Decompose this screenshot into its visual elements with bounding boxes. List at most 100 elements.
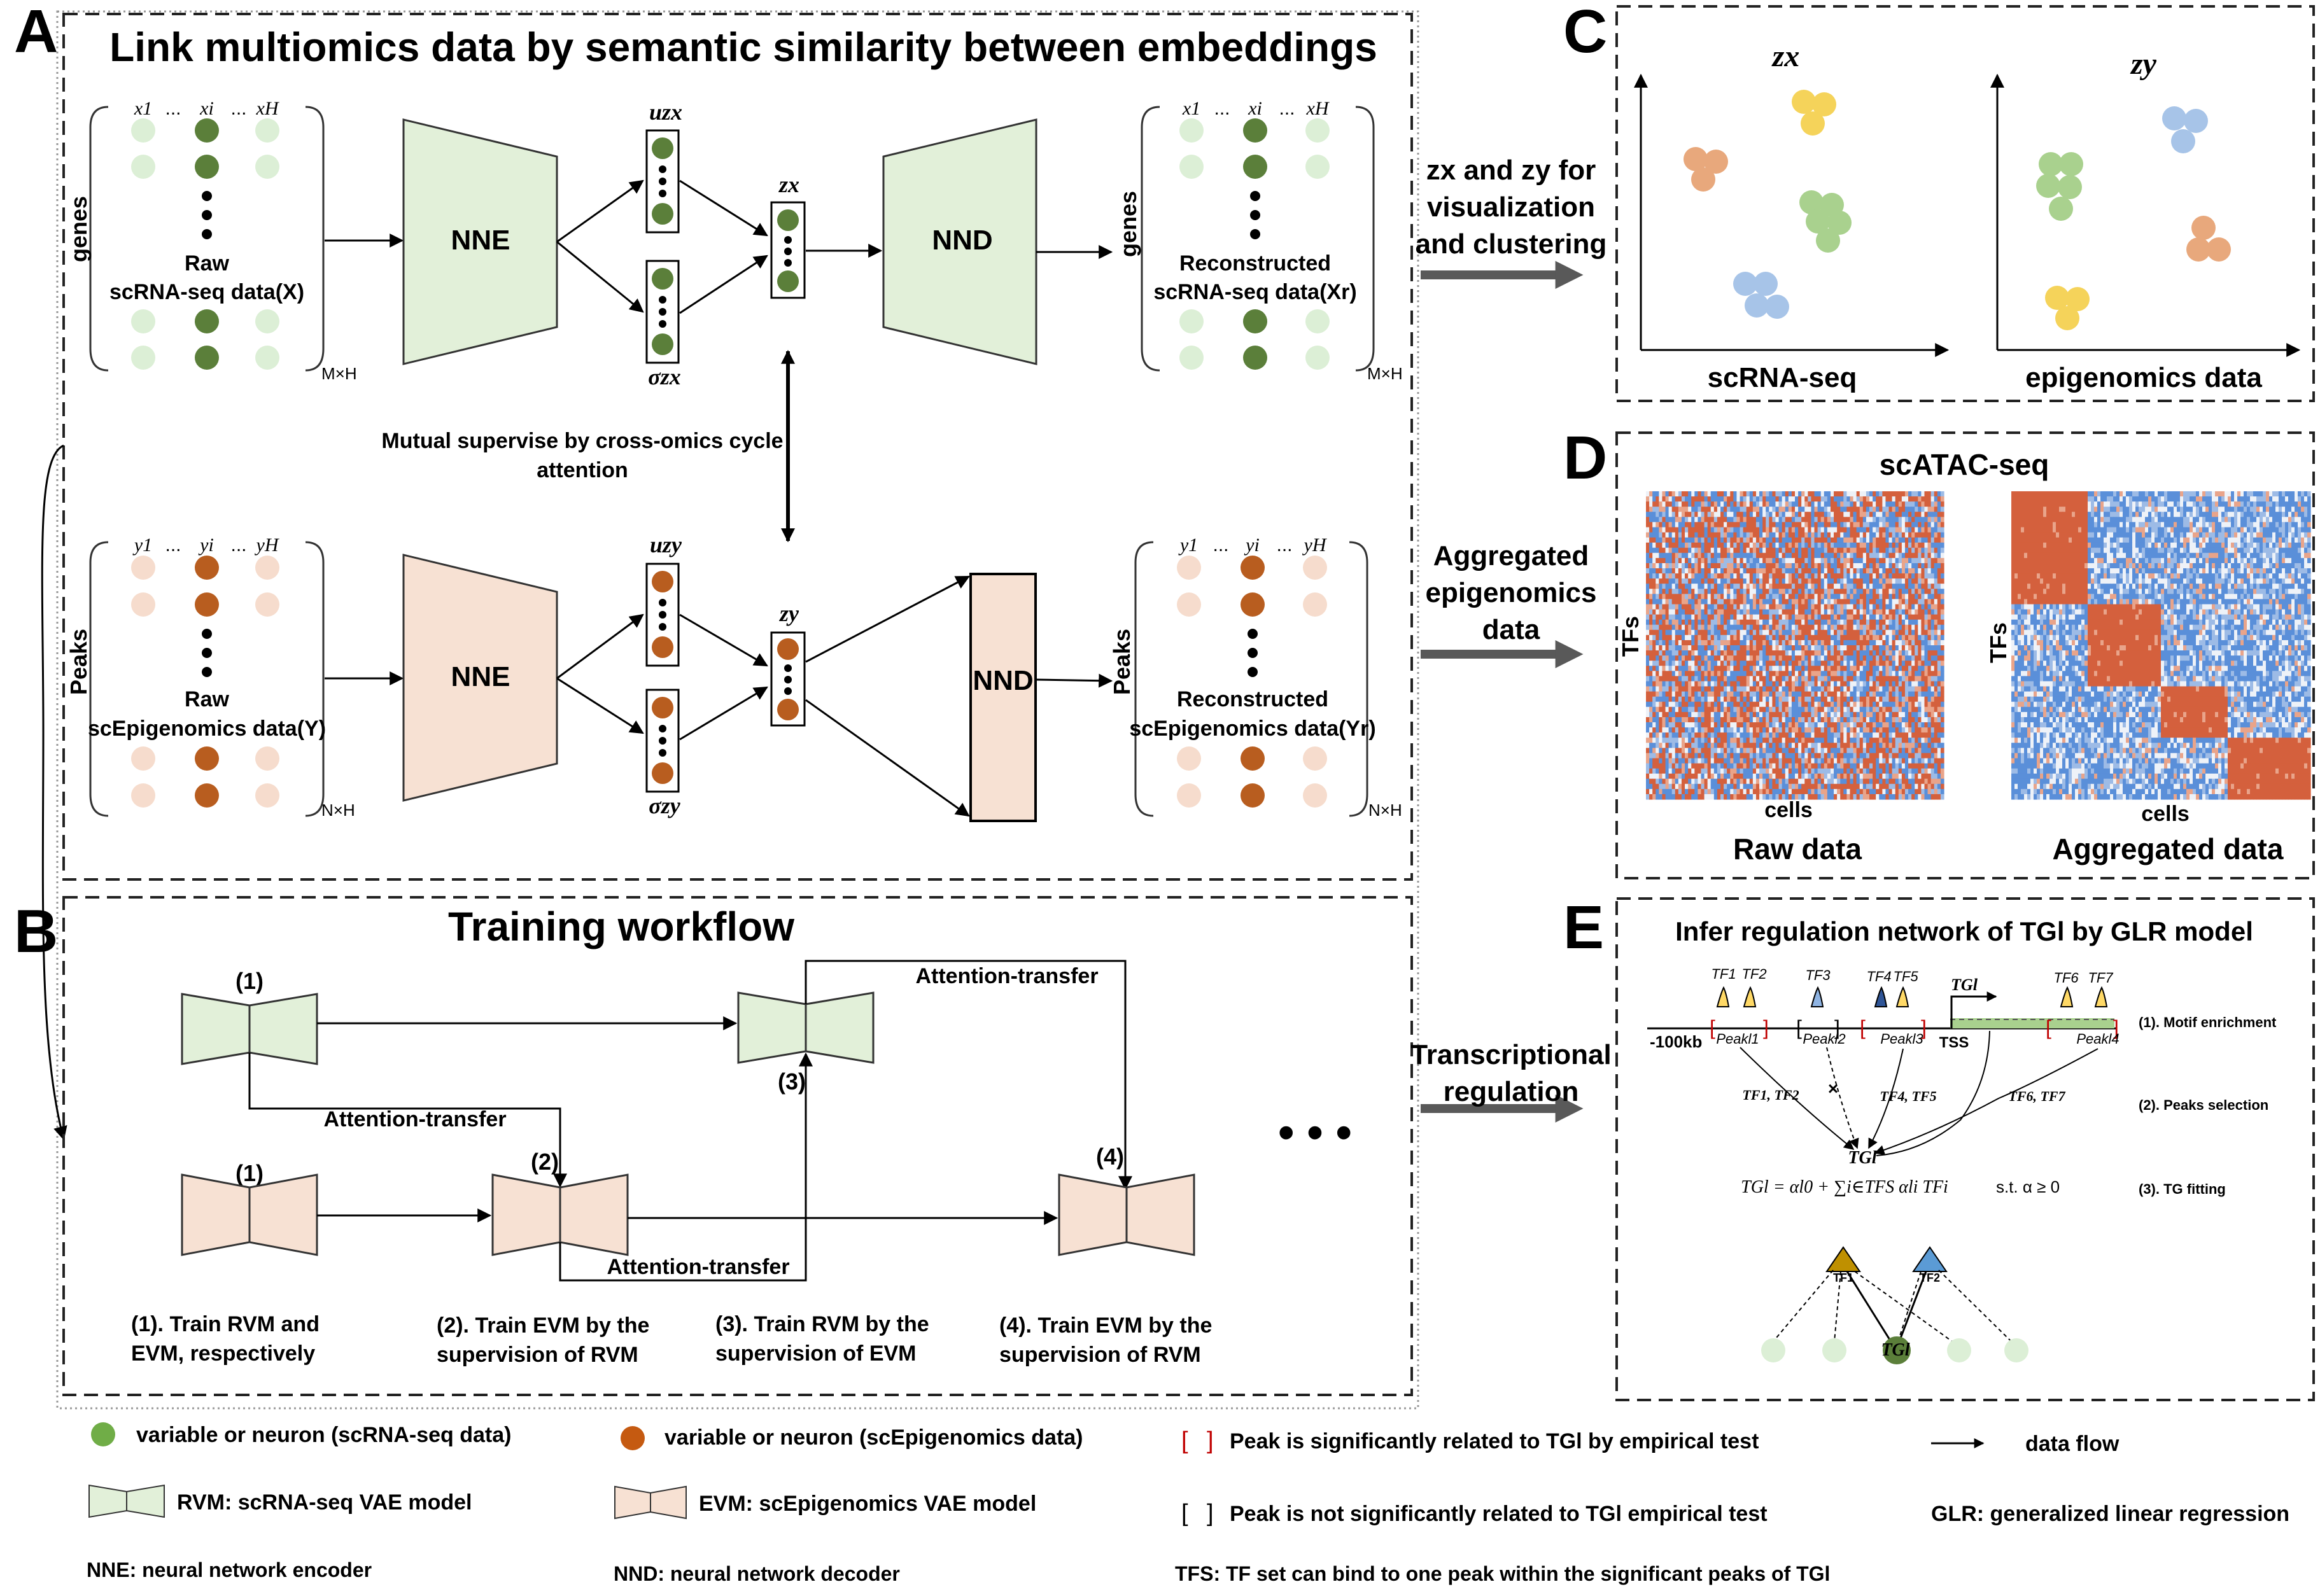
mutual-label-1: Mutual supervise by cross-omics cycle [381, 429, 783, 453]
step-1-rvm-label: (1) [236, 968, 264, 994]
rna-recon-label-1: Reconstructed [1179, 251, 1331, 276]
panel-a-frame [62, 13, 1413, 881]
e-step-1: (1). Motif enrichment [2139, 1014, 2277, 1030]
d-right-ylabel: TFs [1985, 622, 2011, 663]
col-label: ... [1276, 535, 1292, 556]
tg-label: TGl [1951, 976, 1978, 994]
epi-raw-matrix: Peaks y1 ... yi ... yH Raw scEpigenomics… [66, 535, 355, 820]
epi-recon-matrix: Peaks y1 ... yi ... yH Reconstructed scE… [1109, 535, 1402, 820]
tree-tf2-node [1912, 1246, 1948, 1272]
panel-a-letter: A [14, 0, 58, 66]
rna-decoder-label: NND [932, 225, 992, 256]
panel-e-frame [1615, 897, 2315, 1401]
flow-arrow [679, 255, 768, 314]
legend-evm: EVM: scEpigenomics VAE model [699, 1492, 1036, 1516]
legend-nonsig-peak: Peak is not significantly related to TGl… [1230, 1502, 1768, 1526]
arrow-c-label-2: visualization [1427, 192, 1595, 223]
attention-label-mid: Attention-transfer [323, 1107, 506, 1131]
edge-cross: × [1828, 1079, 1838, 1098]
rna-raw-dim: M×H [321, 364, 357, 383]
mutual-label-2: attention [537, 458, 628, 482]
col-label: ... [165, 98, 181, 119]
glr-constraint: s.t. α ≥ 0 [1996, 1177, 2060, 1196]
a-to-b-curve [41, 444, 67, 1141]
col-label: xi [199, 98, 214, 119]
epi-recon-label-1: Reconstructed [1177, 687, 1328, 711]
d-left-ylabel: TFs [1617, 616, 1643, 657]
col-label: ... [1214, 98, 1230, 119]
e-step-2: (2). Peaks selection [2139, 1097, 2268, 1113]
c-plot1-clusters [1684, 90, 1852, 319]
tf-label: TF5 [1893, 969, 1918, 984]
step-2-caption-1: (2). Train EVM by the [437, 1313, 649, 1338]
flow-arrow [679, 686, 768, 741]
col-label: y1 [1178, 535, 1198, 556]
epi-decoder-shape [969, 573, 1037, 822]
panel-e: E Infer regulation network of TGl by GLR… [1563, 893, 2315, 1401]
attention-arrow-top [805, 960, 1132, 1191]
rna-decoder-shape [882, 118, 1037, 365]
mu-zy-label: uzy [650, 532, 682, 557]
legend-nne: NNE: neural network encoder [87, 1558, 372, 1581]
peak-label: Peakl2 [1803, 1031, 1845, 1047]
epi-axis-label: Peaks [66, 629, 92, 695]
legend-green-dot [91, 1422, 115, 1446]
epi-decoder-label: NND [973, 665, 1033, 696]
tree-tg-label: TGl [1881, 1340, 1909, 1360]
c-plot2-title: zy [2130, 47, 2157, 81]
attention-arrow-bottom [559, 1052, 813, 1282]
legend-tfs: TFS: TF set can bind to one peak within … [1175, 1562, 1830, 1585]
legend-glr: GLR: generalized linear regression [1931, 1502, 2289, 1526]
panel-a-title: Link multiomics data by semantic similar… [109, 24, 1377, 70]
step-3-label: (3) [778, 1068, 806, 1095]
epi-recon-dim: N×H [1368, 801, 1402, 820]
flow-arrow [679, 179, 768, 237]
rna-raw-matrix: genes x1 ... xi ... xH Raw scRNA-seq dat… [66, 98, 357, 383]
tg-node-label: TGl [1848, 1148, 1876, 1168]
col-label: yH [255, 535, 280, 556]
tf-label: TF4 [1866, 969, 1891, 984]
legend-rvm: RVM: scRNA-seq VAE model [177, 1490, 472, 1515]
d-left-xlabel: cells [1764, 798, 1813, 822]
legend-green-var: variable or neuron (scRNA-seq data) [136, 1423, 511, 1447]
tf-label: TF7 [2088, 970, 2113, 986]
step-1-caption-1: (1). Train RVM and [131, 1312, 320, 1336]
col-label: ... [1213, 535, 1228, 556]
panel-d-letter: D [1563, 424, 1607, 492]
arrow-e-label-2: regulation [1444, 1076, 1579, 1107]
flow-arrow [556, 179, 644, 243]
e-step-3: (3). TG fitting [2139, 1181, 2226, 1197]
rna-encoder-label: NNE [451, 225, 510, 256]
tree-tf1-node [1825, 1246, 1861, 1272]
epi-recon-axis-label: Peaks [1109, 629, 1135, 695]
col-label: y1 [132, 535, 152, 556]
arrow-e-label-1: Transcriptional [1410, 1039, 1611, 1070]
continuation-dots: • • • [1278, 1107, 1352, 1158]
edge-label-1: TF1, TF2 [1742, 1087, 1799, 1103]
flow-arrow [1036, 673, 1113, 688]
sigma-zy-label: σzy [649, 793, 680, 818]
flow-arrow [805, 699, 970, 817]
d-left-caption: Raw data [1733, 832, 1862, 865]
arrow-d-label-3: data [1482, 614, 1540, 645]
d-right-caption: Aggregated data [2053, 832, 2284, 865]
epi-raw-dim: N×H [321, 801, 355, 820]
col-label: yi [1244, 535, 1260, 556]
peak-label: Peakl3 [1880, 1031, 1923, 1047]
rna-recon-axis-label: genes [1115, 191, 1141, 257]
rna-raw-col-labels: x1 ... xi ... xH [134, 98, 280, 119]
rna-raw-dots [131, 118, 279, 370]
tree-tg-node [1883, 1336, 1911, 1364]
col-label: xi [1248, 98, 1262, 119]
tss-label: TSS [1939, 1034, 1969, 1051]
tf-label: TF6 [2053, 970, 2079, 986]
heatmap-raw [1646, 491, 1944, 800]
panel-e-title: Infer regulation network of TGl by GLR m… [1675, 916, 2253, 946]
col-label: ... [1279, 98, 1295, 119]
col-label: ... [230, 98, 246, 119]
legend-sig-peak: Peak is significantly related to TGl by … [1230, 1429, 1759, 1453]
rna-recon-matrix: genes x1 ... xi ... xH Reconstructed scR… [1115, 98, 1403, 383]
epi-encoder-shape [402, 554, 558, 802]
c-plot2-clusters [2036, 106, 2231, 330]
mu-zx-label: uzx [649, 99, 682, 125]
